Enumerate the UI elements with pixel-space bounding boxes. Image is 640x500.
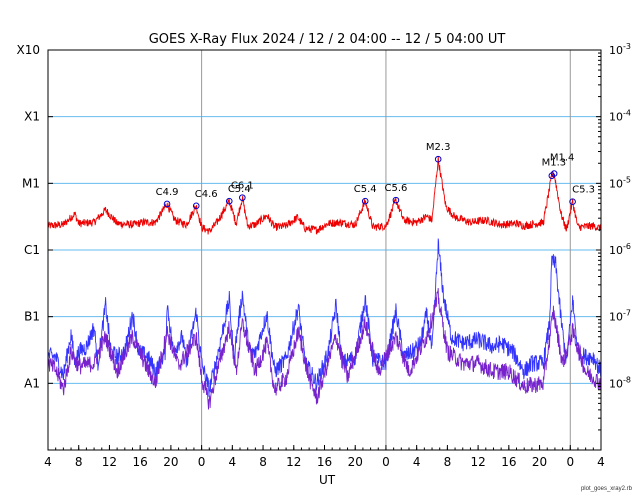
flare-marker (225, 197, 233, 205)
x-tick-label: 20 (163, 455, 178, 469)
grid-lines (48, 116, 601, 384)
flare-label: C5.4 (228, 184, 251, 195)
x-tick-label: 4 (413, 455, 421, 469)
y-left-label: C1 (24, 243, 40, 257)
x-tick-label: 8 (259, 455, 267, 469)
x-tick-label: 4 (44, 455, 52, 469)
x-tick-label: 20 (348, 455, 363, 469)
flux-series-line (47, 238, 602, 397)
x-tick-label: 0 (198, 455, 206, 469)
flare-marker (163, 200, 171, 208)
x-tick-label: 4 (597, 455, 605, 469)
flare-markers: C4.9 C4.6 C5.4C6.1 C5.4 C5.6M2.3M1.3M1.4C5.3 (156, 142, 595, 210)
x-axis-label: UT (319, 473, 336, 487)
y-right-label: 10-7 (609, 309, 631, 324)
y-left-label: X1 (24, 110, 40, 124)
flare-label: M2.3 (426, 142, 451, 153)
y-right-label: 10-3 (609, 42, 631, 57)
flare-marker (239, 194, 246, 201)
flare-label: C4.6 (195, 189, 218, 200)
flare-label: M1.3 (542, 158, 567, 169)
chart-title: GOES X-Ray Flux 2024 / 12 / 2 04:00 -- 1… (149, 32, 506, 47)
x-tick-label: 20 (532, 455, 547, 469)
x-tick-label: 8 (75, 455, 83, 469)
flare-marker (569, 198, 576, 206)
x-axis-ticks: 4 8 12 16 20 0 4 8 12 16 20 0 4 8 12 16 20 0 4 (44, 445, 605, 469)
x-tick-label: 0 (382, 455, 390, 469)
y-right-label: 10-4 (609, 109, 631, 124)
credit-text: plot_goes_xray2.rb (581, 486, 633, 492)
flare-label: C5.4 (354, 184, 377, 195)
y-right-label: 10-5 (609, 175, 631, 190)
x-tick-label: 8 (444, 455, 452, 469)
flux-series-line (47, 288, 602, 410)
x-tick-label: 4 (229, 455, 237, 469)
flare-marker (550, 170, 558, 177)
x-tick-label: 12 (286, 455, 301, 469)
flare-label: C6.1 (231, 181, 254, 192)
y-left-label: B1 (24, 310, 40, 324)
x-tick-label: 16 (133, 455, 148, 469)
flare-marker (392, 196, 400, 204)
x-tick-label: 0 (566, 455, 574, 469)
x-tick-label: 16 (317, 455, 332, 469)
flare-label: C4.9 (156, 187, 179, 198)
x-tick-label: 16 (501, 455, 516, 469)
flare-label: C5.3 (572, 185, 595, 196)
flare-label: C5.6 (384, 183, 407, 194)
flux-series-line (47, 155, 602, 235)
y-right-label: 10-8 (609, 375, 631, 390)
y-right-label: 10-6 (609, 242, 631, 257)
x-tick-label: 12 (102, 455, 117, 469)
flare-label: M1.4 (550, 153, 575, 164)
y-axis-left-labels: A1 B1 C1 M1 X1 X10 (17, 43, 53, 390)
flare-marker (361, 197, 369, 205)
y-left-label: X10 (17, 43, 41, 57)
x-tick-label: 12 (470, 455, 485, 469)
y-axis-right-labels: 10-3 10-4 10-5 10-6 10-7 10-8 (596, 42, 631, 431)
y-left-label: A1 (24, 376, 40, 390)
y-left-label: M1 (22, 176, 40, 190)
flare-marker (192, 202, 200, 210)
flux-series (47, 155, 602, 410)
flare-marker (434, 155, 442, 163)
